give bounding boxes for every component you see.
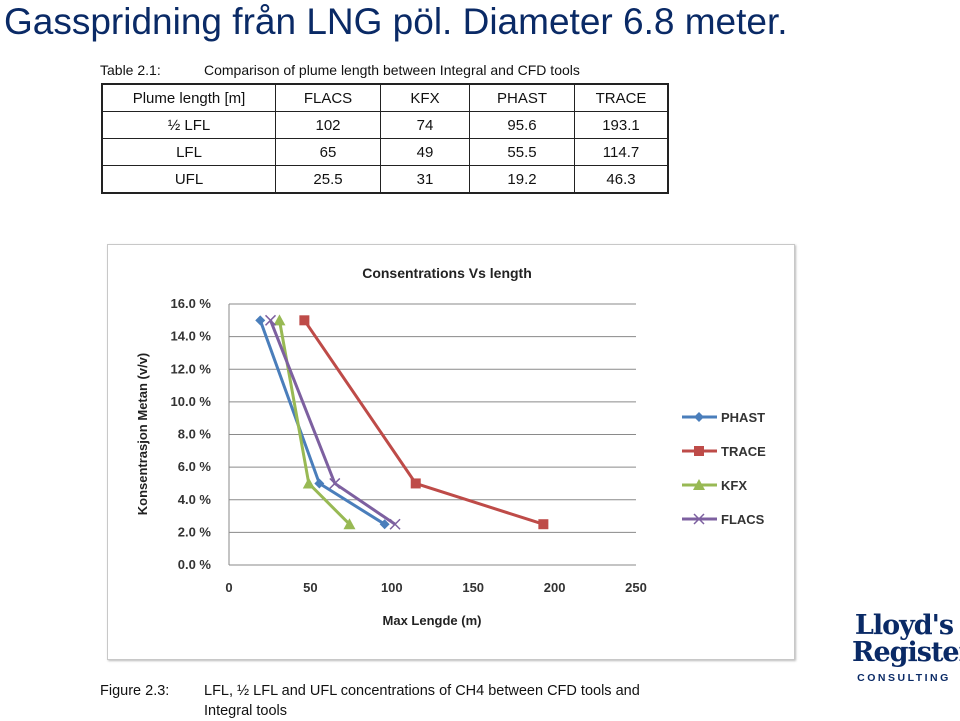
table-caption-label: Table 2.1: (100, 62, 161, 78)
table-cell: 193.1 (574, 111, 669, 139)
table-header-cell: KFX (380, 83, 470, 112)
series-line-kfx (277, 320, 351, 526)
y-tick-label: 2.0 % (178, 524, 212, 539)
series-line-flacs (269, 319, 396, 526)
x-tick-label: 100 (381, 580, 403, 595)
table-header-cell: Plume length [m] (101, 83, 276, 112)
table-cell: UFL (101, 165, 276, 194)
legend-label-phast: PHAST (721, 410, 765, 425)
table-cell: 65 (275, 138, 381, 166)
table-cell: 31 (380, 165, 470, 194)
data-point-flacs (389, 518, 401, 530)
slide-title: Gasspridning från LNG pöl. Diameter 6.8 … (4, 1, 788, 42)
data-point-flacs (329, 477, 341, 489)
table-cell: 95.6 (469, 111, 575, 139)
legend-label-trace: TRACE (721, 444, 766, 459)
table-cell: 55.5 (469, 138, 575, 166)
data-point-phast (255, 315, 266, 326)
figure-caption: Figure 2.3: LFL, ½ LFL and UFL concentrat… (100, 681, 640, 721)
series-line-trace (303, 319, 544, 526)
table-cell: LFL (101, 138, 276, 166)
concentration-chart: Consentrations Vs length 0.0 % 2.0 % 4.0 % 6… (135, 265, 766, 628)
chart-frame (107, 244, 795, 660)
table-caption: Table 2.1: Comparison of plume length bet… (100, 62, 580, 78)
table-cell: 46.3 (574, 165, 669, 194)
figure-caption-line1: LFL, ½ LFL and UFL concentrations of CH4… (204, 683, 640, 699)
table-cell: 114.7 (574, 138, 669, 166)
data-point-trace (538, 519, 549, 530)
legend-marker-phast (694, 412, 704, 422)
data-point-phast (314, 478, 325, 489)
table-cell: 19.2 (469, 165, 575, 194)
table-caption-text: Comparison of plume length between Integ… (204, 62, 580, 78)
y-tick-label: 16.0 % (171, 296, 212, 311)
x-tick-label: 250 (625, 580, 647, 595)
data-point-trace (410, 478, 421, 489)
logo-line2: Register (852, 637, 960, 668)
y-tick-label: 4.0 % (178, 492, 212, 507)
legend-label-kfx: KFX (721, 478, 747, 493)
data-point-phast (379, 519, 390, 530)
lloyds-register-logo: Lloyd's Register CONSULTING (852, 610, 960, 684)
table-row: ½ LFL 102 74 95.6 193.1 (101, 111, 669, 139)
figure-caption-label: Figure 2.3: (100, 683, 170, 699)
series-line-phast (258, 319, 386, 526)
data-point-flacs (264, 314, 277, 326)
legend-marker-trace (694, 446, 704, 456)
x-tick-label: 150 (462, 580, 484, 595)
table-cell: 102 (275, 111, 381, 139)
logo-line1: Lloyd's (854, 610, 954, 641)
table-header-row: Plume length [m] FLACS KFX PHAST TRACE (101, 83, 669, 112)
x-tick-label: 50 (303, 580, 317, 595)
table-cell: 25.5 (275, 165, 381, 194)
table-row: LFL 65 49 55.5 114.7 (101, 138, 669, 166)
table-header-cell: PHAST (469, 83, 575, 112)
legend-marker-flacs (693, 513, 705, 525)
y-tick-label: 14.0 % (171, 329, 212, 344)
table-cell: 74 (380, 111, 470, 139)
table-cell: ½ LFL (101, 111, 276, 139)
table-row: UFL 25.5 31 19.2 46.3 (101, 165, 669, 194)
legend-label-flacs: FLACS (721, 512, 765, 527)
chart-title: Consentrations Vs length (362, 265, 532, 281)
legend-marker-kfx (693, 479, 705, 490)
table-cell: 49 (380, 138, 470, 166)
figure-caption-line2: Integral tools (204, 703, 288, 719)
y-tick-label: 12.0 % (171, 361, 212, 376)
x-tick-label: 0 (225, 580, 232, 595)
y-tick-label: 0.0 % (178, 557, 212, 572)
logo-line3: CONSULTING (857, 672, 951, 684)
table-header-cell: TRACE (574, 83, 669, 112)
y-tick-label: 8.0 % (178, 427, 212, 442)
y-tick-label: 6.0 % (178, 459, 212, 474)
data-point-kfx (343, 518, 356, 530)
table-header-cell: FLACS (275, 83, 381, 112)
x-axis-label: Max Lengde (m) (383, 613, 482, 628)
comparison-table: Plume length [m] FLACS KFX PHAST TRACE ½… (101, 83, 669, 194)
y-axis-label: Konsentrasjon Metan (v/v) (135, 353, 150, 516)
data-point-kfx (302, 477, 315, 489)
x-tick-label: 200 (544, 580, 566, 595)
data-point-kfx (273, 314, 286, 326)
data-point-trace (299, 315, 310, 326)
y-tick-label: 10.0 % (171, 394, 212, 409)
